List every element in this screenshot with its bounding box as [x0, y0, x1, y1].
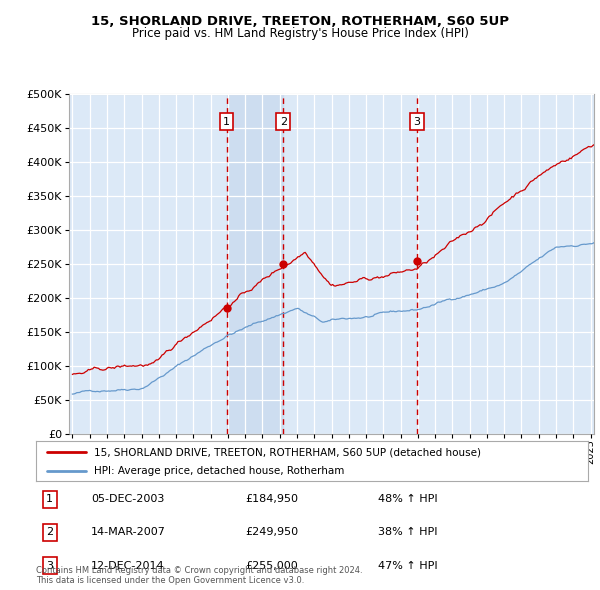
Text: £184,950: £184,950 — [246, 494, 299, 504]
Text: 3: 3 — [413, 117, 421, 126]
Text: HPI: Average price, detached house, Rotherham: HPI: Average price, detached house, Roth… — [94, 466, 344, 476]
Text: 15, SHORLAND DRIVE, TREETON, ROTHERHAM, S60 5UP: 15, SHORLAND DRIVE, TREETON, ROTHERHAM, … — [91, 15, 509, 28]
Bar — [227, 94, 283, 434]
Text: 12-DEC-2014: 12-DEC-2014 — [91, 560, 165, 571]
Text: 3: 3 — [46, 560, 53, 571]
Text: Price paid vs. HM Land Registry's House Price Index (HPI): Price paid vs. HM Land Registry's House … — [131, 27, 469, 40]
Text: 1: 1 — [46, 494, 53, 504]
Text: 48% ↑ HPI: 48% ↑ HPI — [378, 494, 438, 504]
Text: 2: 2 — [280, 117, 287, 126]
Text: 38% ↑ HPI: 38% ↑ HPI — [378, 527, 438, 537]
Text: 15, SHORLAND DRIVE, TREETON, ROTHERHAM, S60 5UP (detached house): 15, SHORLAND DRIVE, TREETON, ROTHERHAM, … — [94, 447, 481, 457]
Text: 2: 2 — [46, 527, 53, 537]
Text: 05-DEC-2003: 05-DEC-2003 — [91, 494, 164, 504]
Text: 14-MAR-2007: 14-MAR-2007 — [91, 527, 166, 537]
Text: 1: 1 — [223, 117, 230, 126]
Text: £255,000: £255,000 — [246, 560, 299, 571]
Text: Contains HM Land Registry data © Crown copyright and database right 2024.
This d: Contains HM Land Registry data © Crown c… — [36, 566, 362, 585]
Text: £249,950: £249,950 — [246, 527, 299, 537]
Text: 47% ↑ HPI: 47% ↑ HPI — [378, 560, 438, 571]
